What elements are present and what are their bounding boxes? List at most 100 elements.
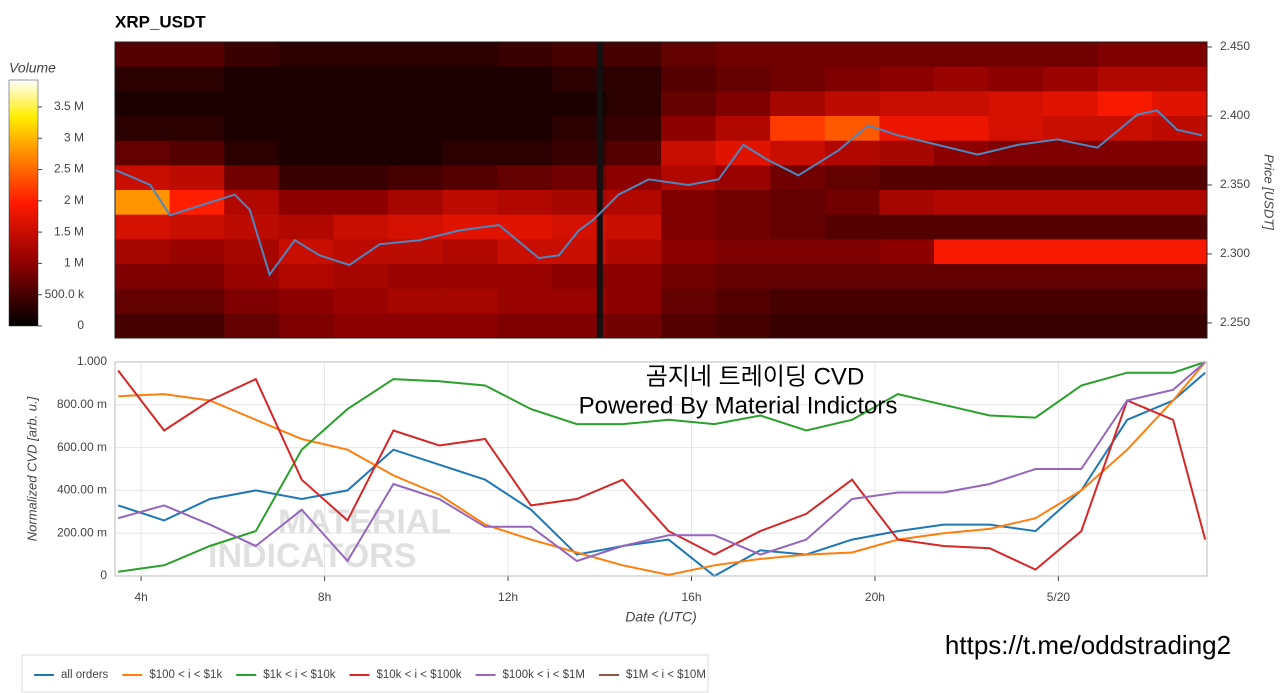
heatmap-cell: [1043, 190, 1099, 216]
x-tick-label: 8h: [318, 590, 331, 604]
heatmap-cell: [333, 190, 389, 216]
heatmap-cell: [224, 239, 280, 265]
heatmap-cell: [1152, 264, 1208, 290]
heatmap-cell: [606, 214, 662, 240]
heatmap-cell: [770, 190, 826, 216]
x-tick-label: 20h: [865, 590, 885, 604]
heatmap-cell: [988, 42, 1044, 68]
legend-label: $100k < i < $1M: [503, 669, 585, 681]
colorbar-tick-label: 500.0 k: [45, 287, 85, 301]
heatmap-cell: [115, 66, 171, 92]
heatmap-cell: [115, 91, 171, 117]
heatmap-cell: [1152, 140, 1208, 166]
heatmap-cell: [824, 165, 880, 191]
legend-label: $1k < i < $10k: [263, 669, 335, 681]
heatmap-cell: [388, 42, 444, 68]
heatmap-cell: [879, 264, 935, 290]
cvd-line: [118, 361, 1206, 576]
heatmap-cell: [988, 288, 1044, 314]
heatmap-cell: [333, 288, 389, 314]
heatmap-cell: [1043, 288, 1099, 314]
heatmap-cell: [988, 91, 1044, 117]
heatmap-cell: [442, 91, 498, 117]
heatmap-cell: [169, 214, 225, 240]
heatmap-cell: [988, 165, 1044, 191]
heatmap-cell: [824, 190, 880, 216]
heatmap-cell: [224, 66, 280, 92]
heatmap-cell: [715, 190, 771, 216]
heatmap-cell: [1043, 116, 1099, 142]
heatmap-cell: [497, 214, 553, 240]
heatmap-cell: [388, 288, 444, 314]
heatmap-cell: [1043, 264, 1099, 290]
y-tick-label: 2.350: [1220, 177, 1250, 191]
heatmap-cell: [661, 288, 717, 314]
y-tick-label: 200.00 m: [57, 525, 107, 539]
heatmap-cell: [770, 66, 826, 92]
price-line: [114, 109, 1203, 277]
heatmap-cell: [661, 42, 717, 68]
heatmap-cell: [278, 190, 334, 216]
heatmap-cell: [169, 165, 225, 191]
heatmap-cell: [934, 288, 990, 314]
heatmap-cell: [442, 313, 498, 339]
heatmap-cell: [824, 116, 880, 142]
heatmap-cell: [606, 66, 662, 92]
heatmap-cell: [661, 190, 717, 216]
heatmap-cell: [442, 116, 498, 142]
x-tick-label: 5/20: [1047, 590, 1071, 604]
heatmap-cell: [333, 313, 389, 339]
heatmap-cell: [442, 66, 498, 92]
heatmap-cell: [824, 313, 880, 339]
heatmap-cell: [770, 165, 826, 191]
heatmap-cell: [115, 42, 171, 68]
heatmap-cell: [1097, 214, 1153, 240]
heatmap-cell: [388, 165, 444, 191]
heatmap-cell: [278, 140, 334, 166]
cvd-line: [118, 361, 1206, 573]
heatmap-cell: [661, 313, 717, 339]
heatmap-cell: [497, 66, 553, 92]
heatmap-cell: [661, 91, 717, 117]
heatmap-cell: [770, 264, 826, 290]
heatmap-cell: [715, 239, 771, 265]
heatmap-cell: [715, 288, 771, 314]
heatmap-cell: [661, 66, 717, 92]
heatmap-cell: [988, 239, 1044, 265]
y-axis-label: Normalized CVD [arb. u.]: [24, 396, 39, 541]
heatmap-cell: [278, 288, 334, 314]
heatmap-cell: [661, 165, 717, 191]
heatmap-cell: [1097, 313, 1153, 339]
heatmap-cell: [934, 116, 990, 142]
cvd-line: [117, 371, 1206, 578]
heatmap-cell: [661, 140, 717, 166]
heatmap-cell: [988, 264, 1044, 290]
heatmap-cell: [278, 91, 334, 117]
heatmap-cell: [1097, 116, 1153, 142]
heatmap-cell: [442, 264, 498, 290]
heatmap-cell: [879, 140, 935, 166]
heatmap-cell: [388, 313, 444, 339]
heatmap-cell: [388, 239, 444, 265]
heatmap-cell: [606, 190, 662, 216]
heatmap-cell: [224, 288, 280, 314]
heatmap-cell: [169, 239, 225, 265]
heatmap-cell: [770, 116, 826, 142]
heatmap-cell: [606, 239, 662, 265]
heatmap-cell: [1043, 140, 1099, 166]
heatmap-cell: [497, 140, 553, 166]
plot-frame: [114, 41, 1208, 339]
colorbar-title: Volume: [9, 60, 56, 76]
heatmap-cell: [333, 165, 389, 191]
heatmap-cell: [169, 264, 225, 290]
heatmap-cell: [661, 239, 717, 265]
heatmap-cell: [497, 288, 553, 314]
heatmap-cell: [606, 264, 662, 290]
heatmap-cell: [606, 288, 662, 314]
colorbar-tick-label: 2 M: [64, 193, 84, 207]
heatmap-cell: [824, 288, 880, 314]
heatmap-cell: [1097, 239, 1153, 265]
heatmap-cell: [388, 66, 444, 92]
y-tick-label: 1.000: [77, 354, 107, 368]
heatmap-cell: [715, 91, 771, 117]
